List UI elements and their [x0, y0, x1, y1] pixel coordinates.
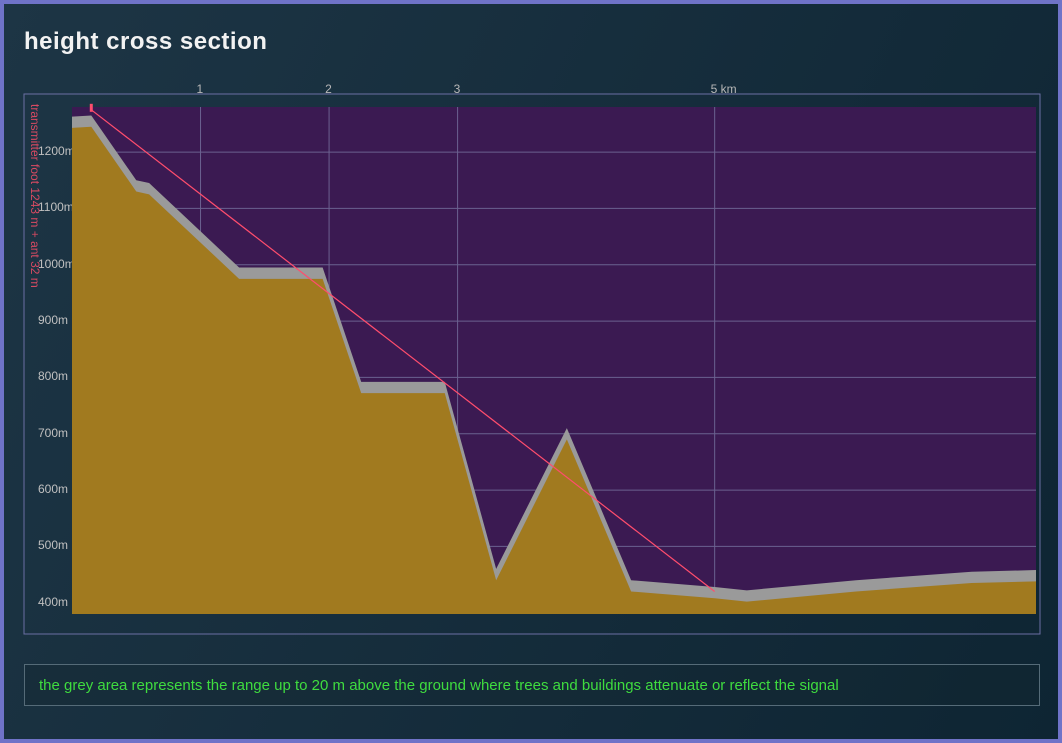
caption-box: the grey area represents the range up to… [24, 664, 1040, 706]
caption-text: the grey area represents the range up to… [39, 677, 839, 694]
height-cross-section-chart [4, 4, 1062, 743]
